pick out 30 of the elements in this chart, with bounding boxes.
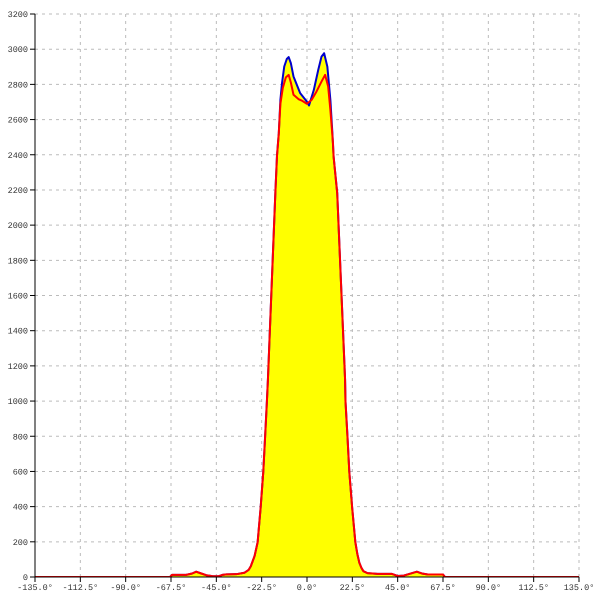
x-tick-label: 0.0° — [296, 583, 318, 594]
y-tick-label: 1000 — [8, 397, 28, 408]
y-tick-label: 800 — [12, 432, 28, 442]
y-tick-label: 2600 — [8, 116, 28, 126]
y-tick-label: 3000 — [8, 45, 28, 56]
y-tick-label: 400 — [12, 502, 28, 513]
y-tick-label: 600 — [12, 467, 28, 478]
x-tick-label: 67.5° — [430, 583, 456, 594]
y-tick-label: 2200 — [8, 186, 28, 196]
x-tick-label: -112.5° — [62, 583, 98, 594]
y-tick-label: 2800 — [8, 80, 28, 90]
x-tick-label: 90.0° — [476, 583, 502, 594]
y-tick-label: 1600 — [8, 292, 28, 302]
x-tick-label: -45.0° — [201, 583, 232, 594]
x-tick-label: 112.5° — [518, 583, 549, 594]
x-tick-label: -67.5° — [156, 583, 186, 594]
y-tick-label: 0 — [22, 573, 28, 584]
x-tick-label: -135.0° — [17, 583, 53, 594]
x-tick-label: -22.5° — [246, 583, 277, 594]
y-tick-label: 2000 — [8, 221, 28, 232]
y-tick-label: 200 — [12, 538, 28, 548]
x-tick-label: 22.5° — [340, 583, 366, 594]
x-tick-label: 45.0° — [384, 583, 410, 594]
y-tick-label: 1200 — [8, 362, 28, 372]
y-tick-label: 2400 — [8, 150, 28, 161]
x-tick-label: 135.0° — [564, 583, 594, 594]
x-tick-label: -90.0° — [110, 583, 141, 594]
y-tick-label: 1400 — [8, 326, 28, 337]
y-tick-label: 1800 — [8, 256, 28, 266]
y-tick-label: 3200 — [8, 10, 28, 20]
